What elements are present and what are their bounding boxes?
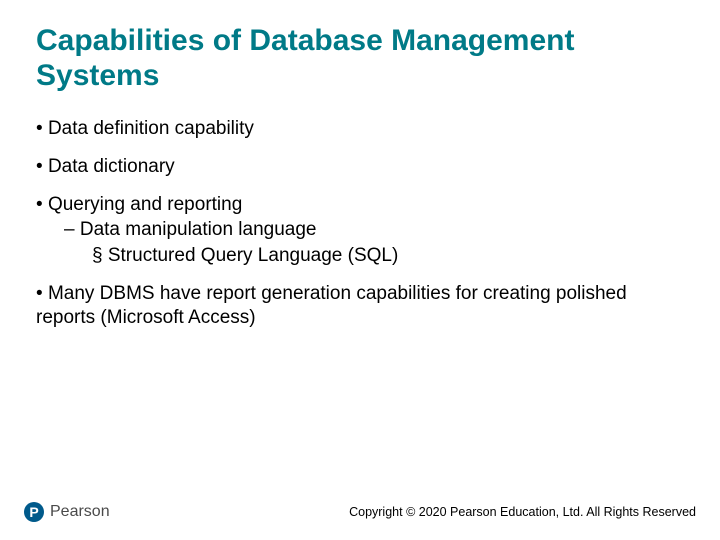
bullet-level3: Structured Query Language (SQL) [92, 244, 684, 268]
bullet-text: Data definition capability [48, 118, 254, 139]
slide-title: Capabilities of Database Management Syst… [36, 24, 684, 93]
bullet-text: Data manipulation language [80, 219, 317, 240]
bullet-level1: Data definition capability [36, 117, 684, 141]
bullet-level1: Many DBMS have report generation capabil… [36, 282, 684, 330]
slide-content: Data definition capability Data dictiona… [36, 117, 684, 329]
slide: Capabilities of Database Management Syst… [0, 0, 720, 540]
brand: P Pearson [24, 502, 110, 522]
brand-logo-icon: P [24, 502, 44, 522]
bullet-level2: Data manipulation language [64, 218, 684, 242]
bullet-level1: Querying and reporting [36, 193, 684, 217]
brand-name: Pearson [50, 503, 110, 521]
bullet-text: Data dictionary [48, 156, 175, 177]
slide-footer: P Pearson Copyright © 2020 Pearson Educa… [0, 502, 720, 522]
bullet-level1: Data dictionary [36, 155, 684, 179]
bullet-text: Many DBMS have report generation capabil… [36, 283, 627, 328]
copyright-text: Copyright © 2020 Pearson Education, Ltd.… [349, 505, 696, 519]
bullet-text: Structured Query Language (SQL) [108, 245, 398, 266]
bullet-text: Querying and reporting [48, 194, 242, 215]
